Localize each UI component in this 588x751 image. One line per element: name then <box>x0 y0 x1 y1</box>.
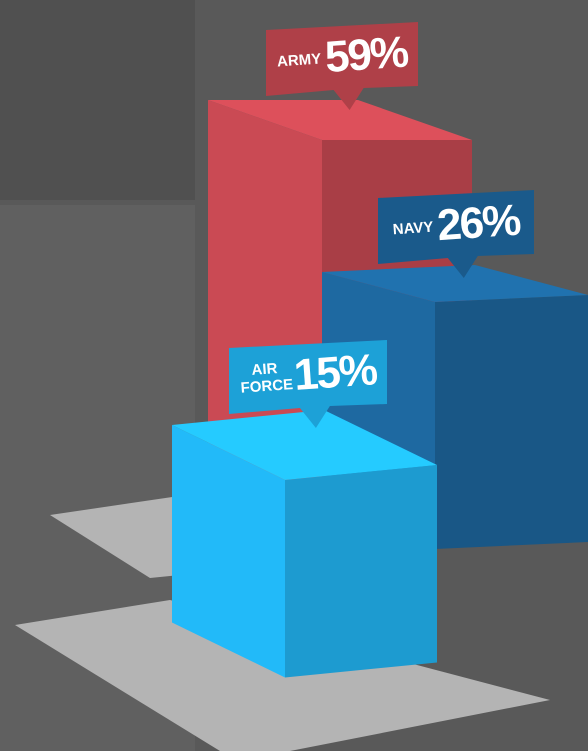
box-top-face <box>208 100 472 140</box>
value-label: 15% <box>292 345 378 400</box>
data-label: AIR FORCE 15% <box>227 335 389 416</box>
category-label: NAVY <box>392 218 434 238</box>
box-right-face <box>285 465 437 678</box>
photo-panel <box>0 0 195 200</box>
box-left-face <box>172 425 285 678</box>
category-label: ARMY <box>276 49 322 71</box>
data-label: NAVY 26% <box>376 185 537 266</box>
label-banner <box>229 340 387 428</box>
box-top-face <box>322 265 588 302</box>
value-label: 59% <box>323 27 409 83</box>
label-banner <box>266 22 418 110</box>
label-banner <box>378 190 534 278</box>
box-top-face <box>172 410 437 480</box>
category-label: AIR FORCE <box>240 360 294 397</box>
box-right-face <box>435 295 588 549</box>
data-label: ARMY 59% <box>264 17 421 97</box>
value-label: 26% <box>435 195 521 251</box>
box <box>172 340 437 678</box>
